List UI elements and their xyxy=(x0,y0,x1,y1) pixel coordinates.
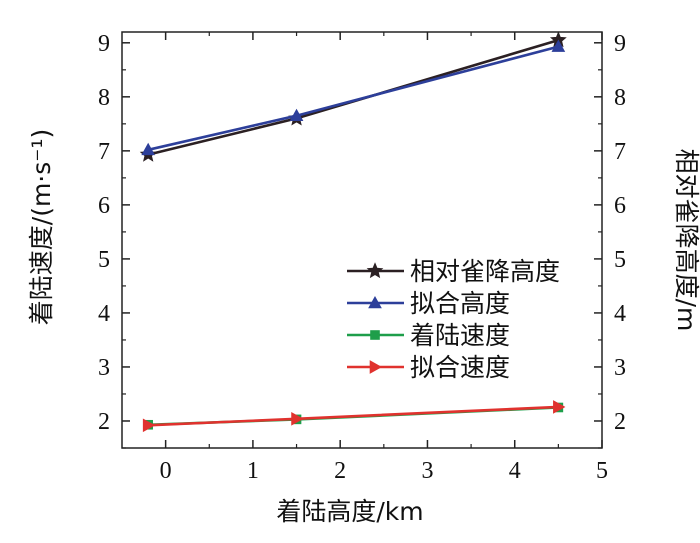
y-tick-label-left-8: 8 xyxy=(98,85,110,111)
y-tick-label-left-7: 7 xyxy=(98,139,110,165)
legend-label-1: 相对雀降高度 xyxy=(410,257,560,286)
legend-label-3: 着陆速度 xyxy=(410,321,510,350)
y-tick-label-right-8: 8 xyxy=(614,85,626,111)
x-axis-title: 着陆高度/km xyxy=(276,497,423,526)
series-1 xyxy=(139,31,567,162)
legend-marker-2 xyxy=(368,295,382,309)
series-4 xyxy=(142,400,566,433)
series-4-point xyxy=(142,418,156,433)
legend-marker-4 xyxy=(369,360,383,374)
series-line-2 xyxy=(147,45,559,152)
y-tick-label-left-2: 2 xyxy=(98,409,110,435)
y-tick-label-right-4: 4 xyxy=(614,301,626,327)
legend-label-2: 拟合高度 xyxy=(410,289,510,318)
series-2-point xyxy=(289,108,304,122)
y-tick-label-right-5: 5 xyxy=(614,247,626,273)
x-tick-label-1: 1 xyxy=(247,458,259,484)
x-tick-label-0: 0 xyxy=(160,458,172,484)
y-tick-label-right-2: 2 xyxy=(614,409,626,435)
legend-marker-1 xyxy=(366,262,384,279)
y-axis-title-left: 着陆速度/(m·s⁻¹) xyxy=(27,129,56,325)
series-2-point xyxy=(551,39,566,52)
x-tick-label-4: 4 xyxy=(509,458,521,484)
series-2-point xyxy=(141,142,156,156)
series-2 xyxy=(141,39,566,156)
series-4-point xyxy=(553,400,566,414)
series-line-4 xyxy=(148,405,559,427)
y-axis-title-right: 相对雀降高度/m xyxy=(672,149,700,332)
y-tick-label-right-7: 7 xyxy=(614,139,626,165)
y-tick-label-left-6: 6 xyxy=(98,193,110,219)
y-tick-label-left-3: 3 xyxy=(98,355,110,381)
x-tick-label-5: 5 xyxy=(596,458,608,484)
series-line-1 xyxy=(147,38,559,156)
legend-label-4: 拟合速度 xyxy=(410,353,510,382)
y-tick-label-right-6: 6 xyxy=(614,193,626,219)
legend-item-3: 着陆速度 xyxy=(347,321,510,350)
y-tick-label-left-4: 4 xyxy=(98,301,110,327)
y-tick-label-left-5: 5 xyxy=(98,247,110,273)
legend-item-2: 拟合高度 xyxy=(347,289,510,318)
plot-frame xyxy=(121,31,603,449)
legend-item-4: 拟合速度 xyxy=(347,353,510,382)
plot-border xyxy=(121,31,603,449)
legend-marker-3 xyxy=(370,330,380,340)
x-tick-label-3: 3 xyxy=(421,458,433,484)
series-layer xyxy=(139,31,567,433)
y-tick-label-right-3: 3 xyxy=(614,355,626,381)
legend-item-1: 相对雀降高度 xyxy=(347,257,560,286)
ticks-layer: 0 1 2 3 4 52 23 34 45 56 67 78 89 9 xyxy=(98,31,626,484)
series-4-point xyxy=(291,411,304,426)
x-tick-label-2: 2 xyxy=(334,458,346,484)
y-tick-label-left-9: 9 xyxy=(98,31,110,57)
y-tick-label-right-9: 9 xyxy=(614,31,626,57)
